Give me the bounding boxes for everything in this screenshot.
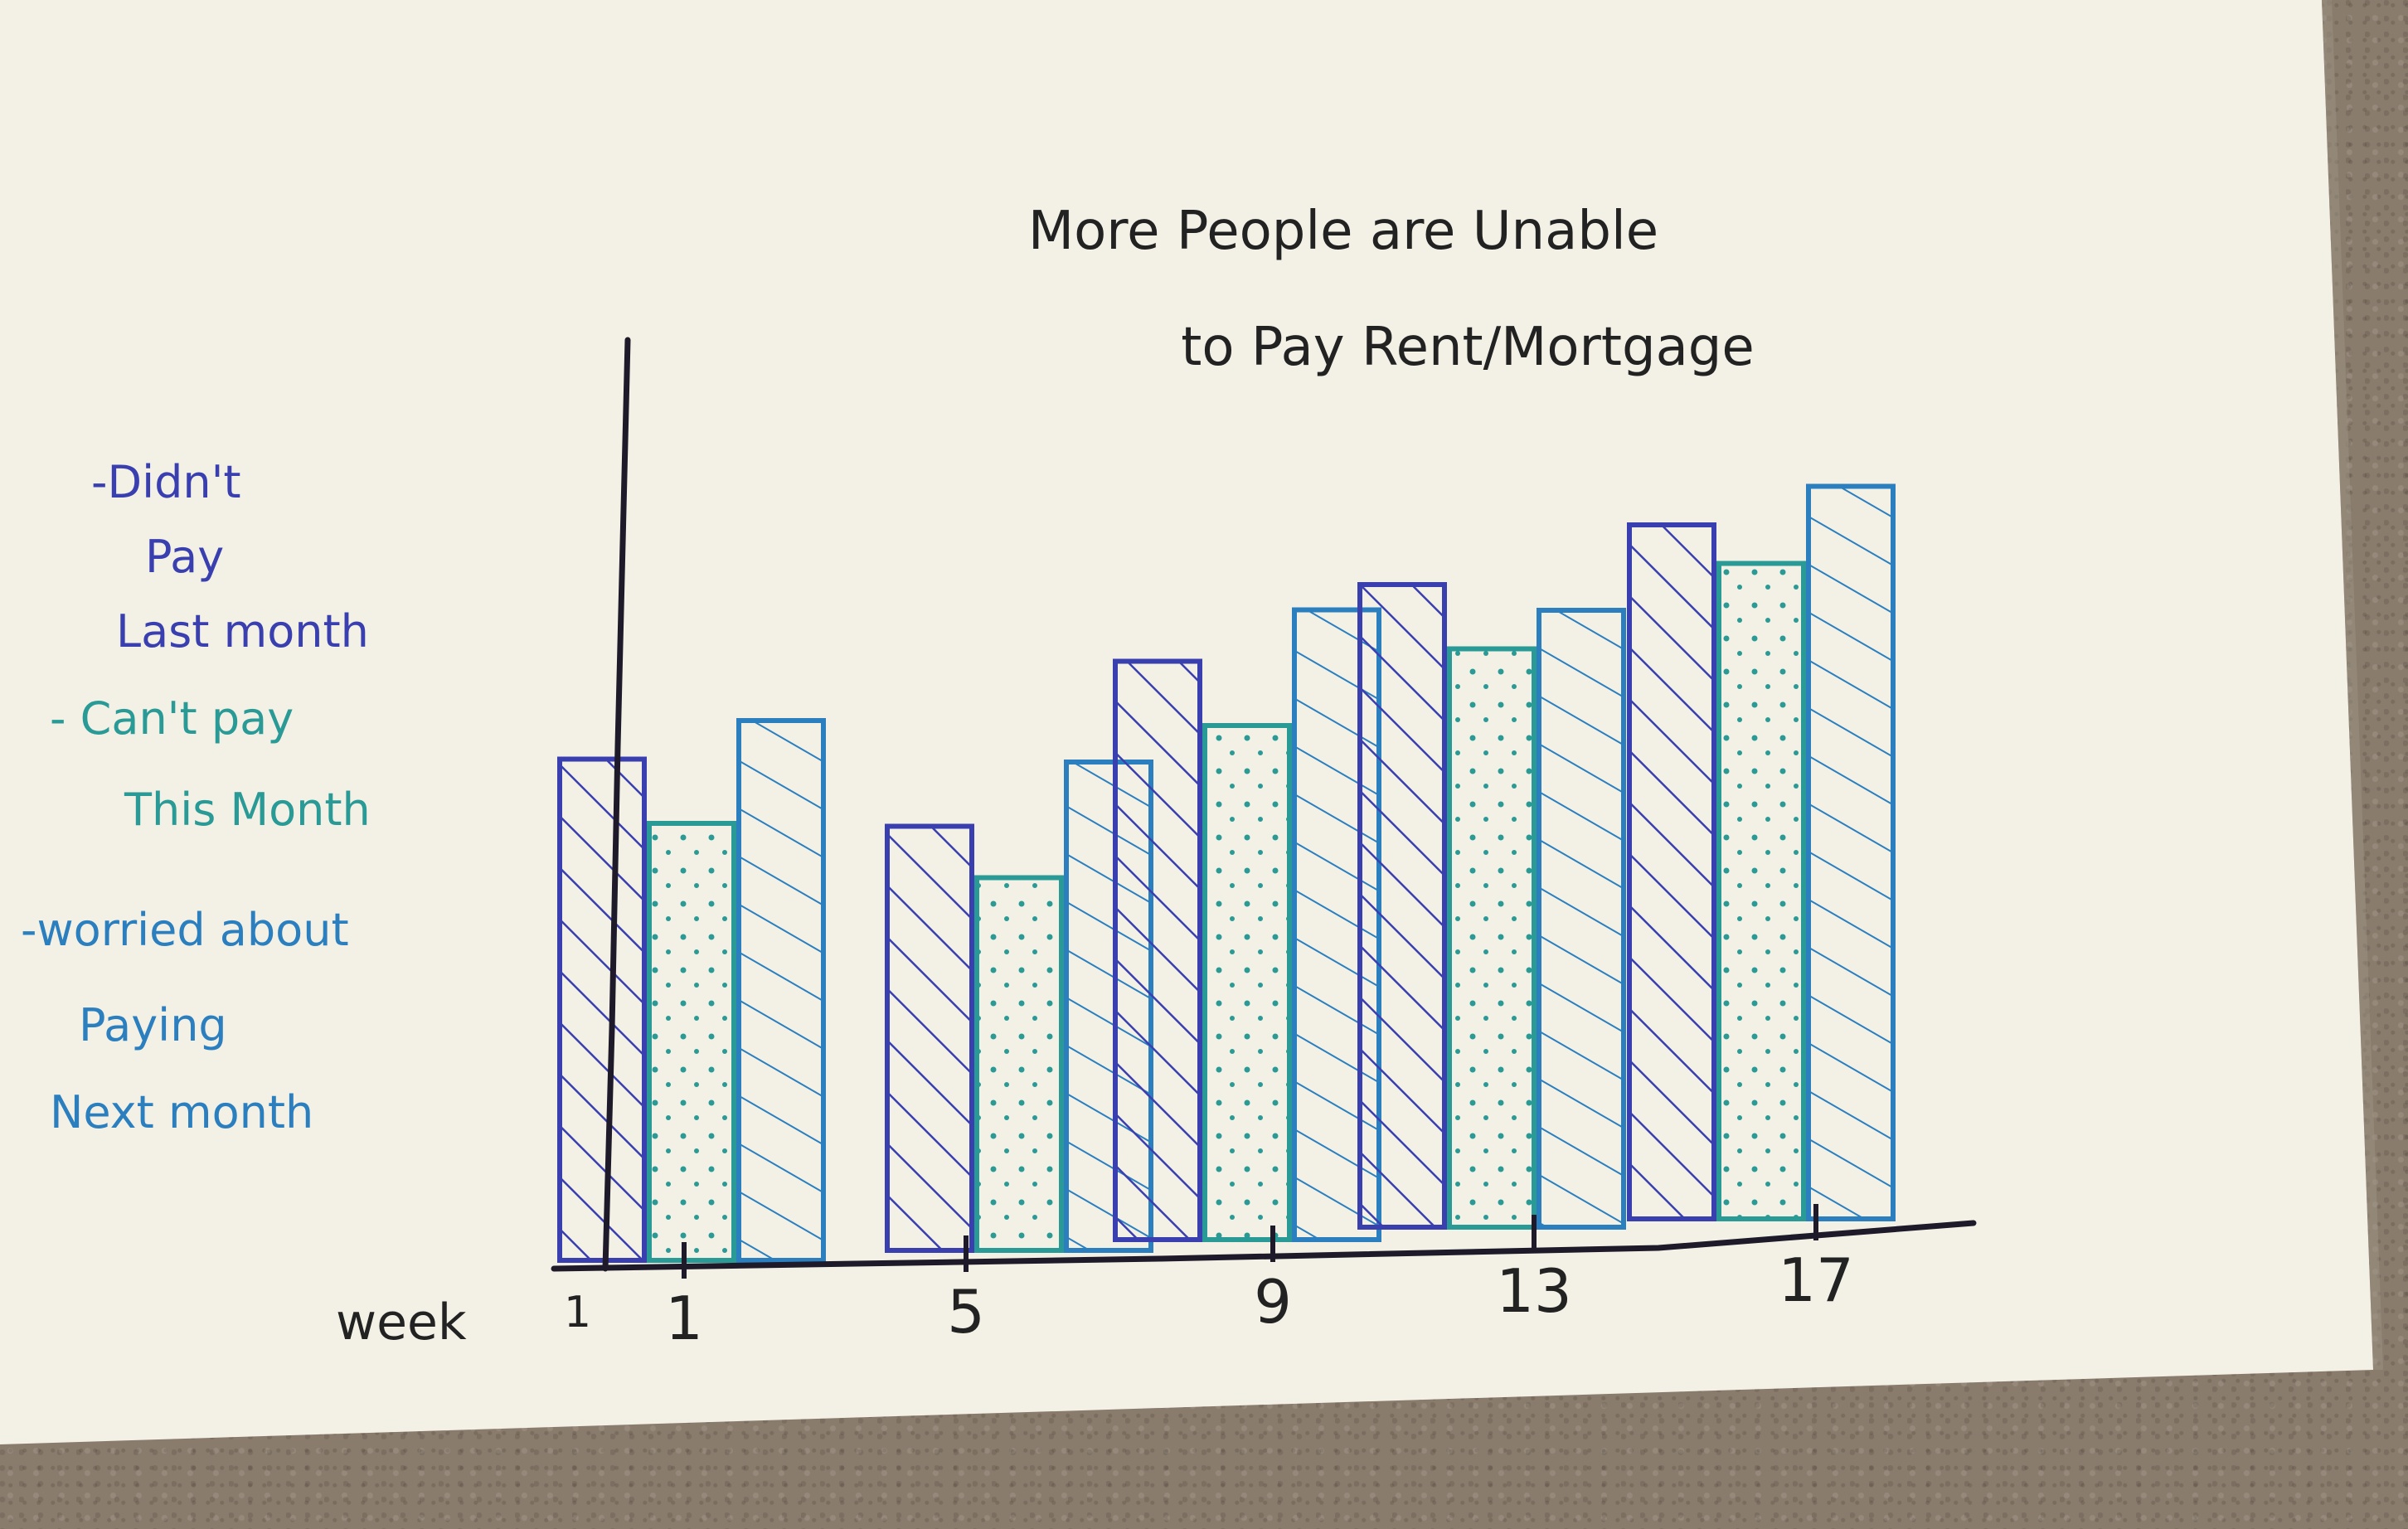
x-tick-label-9: 9 xyxy=(1254,1267,1292,1337)
x-tick-label-5: 5 xyxy=(947,1277,985,1347)
x-tick-label-1: 1 xyxy=(665,1284,703,1353)
bar-cant-pay-week-13 xyxy=(1447,646,1537,1230)
chart-title-line1: More People are Unable xyxy=(1028,201,1658,262)
legend-item-cant-pay: - Can't pay This Month xyxy=(50,692,371,836)
x-ticks-layer: 1 5 9 13 17 xyxy=(665,1204,1854,1353)
bar-didnt-pay-week-1 xyxy=(557,756,647,1263)
legend-item-didnt-pay: -Didn't Pay Last month xyxy=(91,456,369,658)
bar-worried-week-1 xyxy=(736,718,826,1263)
x-axis-prefix-tick: 1 xyxy=(564,1288,591,1337)
bar-didnt-pay-week-13 xyxy=(1357,582,1447,1230)
bar-didnt-pay-week-5 xyxy=(885,823,974,1253)
bar-cant-pay-week-9 xyxy=(1202,723,1292,1242)
bar-cant-pay-week-1 xyxy=(647,821,736,1263)
bar-didnt-pay-week-9 xyxy=(1113,658,1202,1242)
bar-worried-week-17 xyxy=(1806,483,1896,1221)
bar-didnt-pay-week-17 xyxy=(1627,522,1716,1221)
y-axis xyxy=(602,337,631,1272)
x-axis-label: week xyxy=(336,1294,467,1352)
bar-worried-week-13 xyxy=(1537,608,1626,1230)
bars-layer xyxy=(557,483,1896,1263)
bar-cant-pay-week-17 xyxy=(1716,561,1806,1221)
legend: -Didn't Pay Last month - Can't pay This … xyxy=(21,456,371,1138)
bar-cant-pay-week-5 xyxy=(974,875,1064,1253)
chart-title-line2: to Pay Rent/Mortgage xyxy=(1181,317,1755,378)
paper-shadow xyxy=(2322,0,2383,1370)
x-tick-label-13: 13 xyxy=(1496,1256,1572,1326)
legend-item-worried: -worried about Paying Next month xyxy=(21,904,363,1138)
x-tick-label-17: 17 xyxy=(1778,1245,1854,1315)
